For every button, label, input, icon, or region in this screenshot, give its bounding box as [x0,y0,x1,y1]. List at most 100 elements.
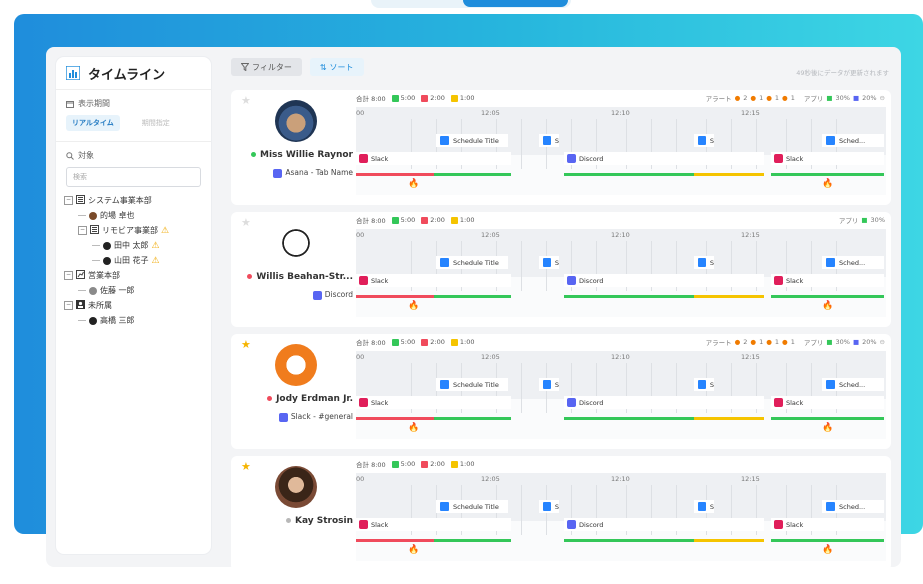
filter-icon [241,63,249,71]
schedule-bar[interactable]: Sched... [822,134,884,147]
schedule-bar[interactable]: Schedule Title [436,134,508,147]
app-bar-discord[interactable]: Discord [564,396,764,409]
tree-connector [78,320,86,321]
red-chip [421,216,429,224]
schedule-bar[interactable]: Schedule Title [436,500,508,513]
schedule-bar[interactable]: S [539,500,559,513]
fire-icon[interactable]: 🔥 [408,423,420,433]
fire-icon[interactable]: 🔥 [822,423,834,433]
fire-icon[interactable]: 🔥 [822,545,834,555]
alert-type-icon: ● [750,338,757,346]
fire-icon[interactable]: 🔥 [408,179,420,189]
app-bar-slack[interactable]: Slack [356,152,511,165]
star-icon[interactable]: ★ [241,94,251,107]
app-bar-slack[interactable]: Slack [771,152,884,165]
alert-count: 1 [774,94,780,102]
time-tick-label: 00 [356,353,365,361]
app-usage-icon: ■ [861,216,868,224]
search-input[interactable]: 検索 [66,167,201,187]
bar-label: Sched... [839,502,866,511]
tree-user[interactable]: 高橋 三郎 [64,313,203,328]
schedule-bar[interactable]: Schedule Title [436,378,508,391]
time-tick-label: 00 [356,231,365,239]
schedule-bar[interactable]: S [694,500,714,513]
tree-user[interactable]: 田中 太郎 ⚠ [64,238,203,253]
slack-icon [359,154,368,163]
tree-dept[interactable]: − リモビア事業部 ⚠ [64,223,203,238]
fire-icon[interactable]: 🔥 [822,179,834,189]
app-bar-slack[interactable]: Slack [356,518,511,531]
app-bar-slack[interactable]: Slack [356,274,511,287]
time-tick-label: 12:05 [481,353,500,361]
schedule-bar[interactable]: S [694,378,714,391]
app-usage-pct: 30% [835,338,850,346]
user-card[interactable]: ★ Jody Erdman Jr. Slack - #general 合計 8:00… [231,334,891,449]
tree-dept[interactable]: − システム事業本部 [64,193,203,208]
schedule-bar[interactable]: Schedule Title [436,256,508,269]
schedule-bar[interactable]: Sched... [822,378,884,391]
star-icon[interactable]: ★ [241,216,251,229]
collapse-toggle-icon[interactable]: − [64,196,73,205]
calendar-icon [439,501,450,512]
grid-line [411,119,412,169]
grid-line [756,119,757,169]
discord-icon [567,398,576,407]
more-icon[interactable]: ⊖ [879,94,885,102]
schedule-bar[interactable]: Sched... [822,256,884,269]
app-usage-pct: 20% [862,338,877,346]
user-name-text: Kay Strosin [294,516,353,526]
bar-label: S [554,258,559,267]
calendar-icon [542,135,552,146]
range-toggle[interactable]: 期間指定 [141,119,170,127]
period-section: 表示期間 リアルタイム 期間指定 [56,90,211,131]
realtime-toggle[interactable]: リアルタイム [66,115,120,131]
tree-dept[interactable]: − 営業本部 [64,268,203,283]
app-bar-discord[interactable]: Discord [564,152,764,165]
app-bar-discord[interactable]: Discord [564,518,764,531]
sort-button[interactable]: ⇅ ソート [309,58,364,76]
collapse-toggle-icon[interactable]: − [64,301,73,310]
user-card[interactable]: ★ Willis Beahan-Str... Discord 合計 8:00 5:0… [231,212,891,327]
bar-label: S [709,502,714,511]
star-icon[interactable]: ★ [241,338,251,351]
fire-icon[interactable]: 🔥 [822,301,834,311]
app-bar-discord[interactable]: Discord [564,274,764,287]
grid-line [571,241,572,291]
user-card[interactable]: ★ Kay Strosin 合計 8:00 5:00 2:00 1:00 00 12… [231,456,891,567]
tree-label: 田中 太郎 [114,241,149,250]
collapse-toggle-icon[interactable]: − [64,271,73,280]
status-dot [250,152,256,157]
alert-label: アラート [705,339,732,347]
red-chip [421,338,429,346]
schedule-bar[interactable]: S [539,256,559,269]
fire-icon[interactable]: 🔥 [408,545,420,555]
schedule-bar[interactable]: S [539,134,559,147]
more-icon[interactable]: ⊖ [879,338,885,346]
schedule-bar[interactable]: Sched... [822,500,884,513]
collapse-toggle-icon[interactable]: − [78,226,87,235]
calendar-icon [439,379,450,390]
filter-button[interactable]: フィルター [231,58,302,76]
schedule-bar[interactable]: S [539,378,559,391]
alert-count: 1 [759,94,764,102]
schedule-bar[interactable]: S [694,134,714,147]
schedule-bar[interactable]: S [694,256,714,269]
fire-icon[interactable]: 🔥 [408,301,420,311]
card-stats: アプリ ■ 30% [833,215,885,225]
green-chip [391,338,399,346]
user-card[interactable]: ★ Miss Willie Raynor Asana - Tab Name 合計 8… [231,90,891,205]
app-bar-slack[interactable]: Slack [771,518,884,531]
bar-chart-icon [66,66,80,80]
app-bar-slack[interactable]: Slack [771,274,884,287]
calendar-icon [66,100,74,108]
tree-user[interactable]: 的場 卓也 [64,208,203,223]
app-bar-slack[interactable]: Slack [771,396,884,409]
tree-dept[interactable]: − 未所属 [64,298,203,313]
star-icon[interactable]: ★ [241,460,251,473]
yellow-chip [450,94,458,102]
tree-user[interactable]: 山田 花子 ⚠ [64,253,203,268]
app-bar-slack[interactable]: Slack [356,396,511,409]
tree-user[interactable]: 佐藤 一郎 [64,283,203,298]
avatar [275,344,317,386]
divider [56,141,211,142]
